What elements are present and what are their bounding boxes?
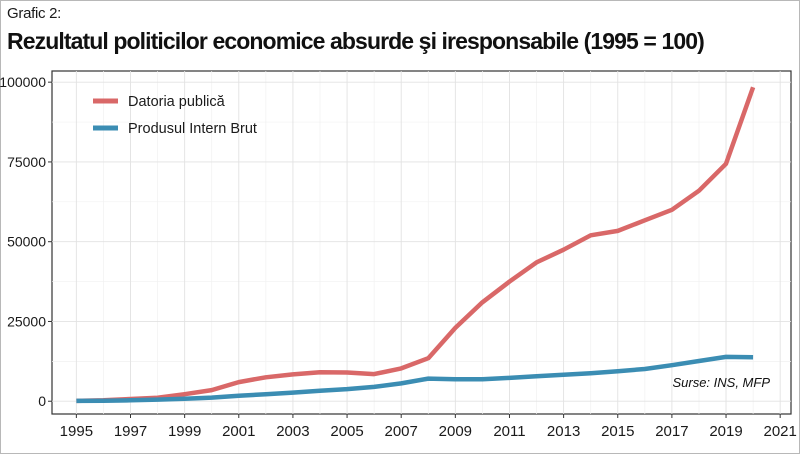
legend: Datoria publică Produsul Intern Brut (93, 94, 257, 137)
series-line (76, 86, 756, 404)
plot-panel (51, 70, 792, 415)
chart-title: Rezultatul politicilor economice absurde… (7, 28, 705, 54)
x-tick-label: 2019 (709, 423, 742, 440)
y-tick-label: 50000 (7, 234, 46, 250)
legend-label: Produsul Intern Brut (128, 121, 257, 137)
x-tick-label: 1995 (60, 423, 93, 440)
grid-major (52, 71, 791, 414)
series-line (76, 354, 754, 404)
chart-kicker: Grafic 2: (7, 5, 61, 22)
x-tick-label: 2003 (276, 423, 309, 440)
x-tick-label: 2015 (601, 423, 634, 440)
y-axis: 0 25000 50000 75000 100000 (0, 74, 52, 409)
y-tick-label: 100000 (0, 74, 46, 90)
x-tick-label: 2009 (439, 423, 472, 440)
y-tick-label: 0 (38, 393, 46, 409)
x-tick-label: 2005 (330, 423, 363, 440)
x-tick-label: 2011 (493, 423, 525, 440)
y-tick-label: 25000 (7, 313, 46, 329)
source-annotation: Surse: INS, MFP (672, 375, 770, 390)
y-tick-label: 75000 (7, 154, 46, 170)
legend-label: Datoria publică (128, 94, 226, 110)
x-tick-label: 1997 (114, 423, 147, 440)
x-axis: 1995 1997 1999 2001 2003 2005 2007 2009 2011 2013… (60, 414, 797, 440)
x-tick-label: 2013 (547, 423, 580, 440)
x-tick-label: 2007 (385, 423, 418, 440)
x-tick-label: 2021 (763, 423, 796, 440)
x-tick-label: 2001 (222, 423, 255, 440)
series-layer (76, 86, 756, 404)
x-tick-label: 2017 (655, 423, 688, 440)
x-tick-label: 1999 (168, 423, 201, 440)
